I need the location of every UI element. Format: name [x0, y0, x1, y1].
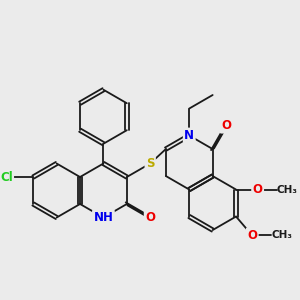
Text: CH₃: CH₃	[271, 230, 292, 241]
Text: N: N	[184, 129, 194, 142]
Text: O: O	[253, 183, 262, 196]
Text: CH₃: CH₃	[277, 184, 298, 194]
Text: O: O	[247, 229, 257, 242]
Text: Cl: Cl	[0, 170, 13, 184]
Text: O: O	[145, 211, 155, 224]
Text: S: S	[146, 157, 154, 170]
Text: O: O	[221, 119, 231, 132]
Text: NH: NH	[94, 211, 113, 224]
